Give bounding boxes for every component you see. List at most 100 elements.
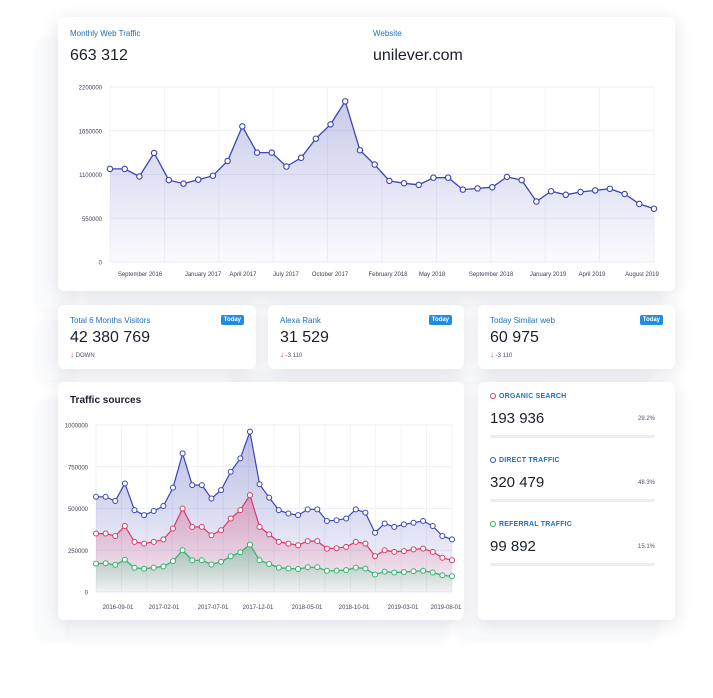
data-point xyxy=(533,198,540,205)
today-badge[interactable]: Today xyxy=(220,315,244,325)
data-point xyxy=(372,529,379,536)
data-point xyxy=(160,536,167,543)
x-tick-label: 2018-10-01 xyxy=(339,605,370,611)
website-value: unilever.com xyxy=(373,47,463,64)
data-point xyxy=(198,557,205,564)
x-tick-label: August 2019 xyxy=(625,272,659,278)
data-point xyxy=(285,510,292,517)
data-point xyxy=(189,523,196,530)
data-point xyxy=(266,494,273,501)
data-point xyxy=(209,172,217,179)
data-point xyxy=(400,548,407,555)
series-area xyxy=(96,544,452,592)
data-point xyxy=(323,567,330,574)
data-point xyxy=(352,564,359,571)
ghost-card-mid xyxy=(90,290,660,304)
referral-dot-icon xyxy=(490,521,496,527)
data-point xyxy=(391,548,398,555)
y-tick-label: 500000 xyxy=(68,507,89,513)
data-point xyxy=(410,546,417,553)
direct-dot-icon xyxy=(490,457,496,463)
data-point xyxy=(518,176,525,184)
data-point xyxy=(275,564,282,571)
stat-card-alexa: Alexa Rank Today 31 529 ↓ -3 110 xyxy=(268,305,464,369)
data-point xyxy=(180,180,187,187)
data-point xyxy=(218,558,225,565)
data-point xyxy=(386,177,393,185)
data-point xyxy=(169,558,176,565)
data-point xyxy=(449,573,455,580)
monthly-traffic-chart: 2200000 1650000 1100000 550000 0 September 20… xyxy=(79,86,660,279)
data-point xyxy=(93,530,99,537)
source-bar-referral xyxy=(490,563,655,566)
source-label-organic: ORGANIC SEARCH xyxy=(490,393,566,400)
data-point xyxy=(198,482,205,489)
y-tick-label: 0 xyxy=(99,261,103,267)
x-tick-label: April 2019 xyxy=(578,272,606,278)
data-point xyxy=(275,507,282,514)
traffic-sources-chart: 1000000 750000 500000 250000 0 2016-09-01 2017… xyxy=(65,424,462,612)
source-pct-organic: 29.2% xyxy=(637,416,655,422)
traffic-area xyxy=(110,101,654,262)
data-point xyxy=(112,561,119,568)
data-point xyxy=(400,180,408,187)
sources-breakdown-card: ORGANIC SEARCH 193 936 29.2% DIRECT TRAF… xyxy=(478,382,675,620)
arrow-down-icon: ↓ xyxy=(490,350,494,359)
data-point xyxy=(102,530,109,537)
data-point xyxy=(121,556,128,563)
data-point xyxy=(381,547,388,554)
data-point xyxy=(194,176,202,183)
data-point xyxy=(474,185,481,192)
data-point xyxy=(112,497,119,504)
data-point xyxy=(160,502,167,509)
y-tick-label: 250000 xyxy=(68,549,89,555)
data-point xyxy=(136,173,143,180)
data-point xyxy=(547,187,555,195)
stat-delta-text: -3 110 xyxy=(495,353,513,359)
data-point xyxy=(218,487,225,494)
data-point xyxy=(106,165,114,173)
arrow-down-icon: ↓ xyxy=(280,350,284,359)
data-point xyxy=(295,542,302,549)
data-point xyxy=(169,484,176,491)
data-point xyxy=(430,174,437,181)
data-point xyxy=(304,506,311,513)
data-point xyxy=(420,518,427,525)
data-point xyxy=(341,98,349,105)
data-point xyxy=(131,507,138,514)
data-point xyxy=(169,525,176,532)
data-point xyxy=(256,523,263,530)
data-point xyxy=(93,493,99,500)
data-point xyxy=(352,506,359,513)
x-tick-label: May 2018 xyxy=(419,272,446,278)
stat-label-visitors: Total 6 Months Visitors xyxy=(70,316,151,325)
x-tick-label: February 2018 xyxy=(368,272,408,278)
data-point xyxy=(333,545,340,552)
data-point xyxy=(503,173,511,181)
y-tick-label: 750000 xyxy=(68,465,89,471)
data-point xyxy=(636,200,643,208)
data-point xyxy=(131,564,138,571)
source-value-direct: 320 479 xyxy=(490,474,545,491)
data-point xyxy=(227,468,234,475)
today-badge[interactable]: Today xyxy=(639,315,663,325)
y-tick-label: 0 xyxy=(85,591,89,597)
stat-value-visitors: 42 380 769 xyxy=(70,329,151,346)
data-point xyxy=(150,508,157,515)
data-point xyxy=(400,521,407,528)
data-point xyxy=(275,538,282,545)
data-point xyxy=(606,185,614,193)
data-point xyxy=(429,569,436,576)
data-point xyxy=(304,564,311,571)
data-point xyxy=(93,560,99,567)
data-point xyxy=(410,568,417,575)
data-point xyxy=(327,121,334,128)
data-point xyxy=(112,533,119,540)
y-tick-label: 550000 xyxy=(82,217,103,223)
traffic-sources-title: Traffic sources xyxy=(70,395,142,406)
data-point xyxy=(179,450,186,457)
today-badge[interactable]: Today xyxy=(428,315,452,325)
data-point xyxy=(439,554,446,561)
x-tick-label: September 2018 xyxy=(469,272,514,278)
data-point xyxy=(372,553,379,560)
